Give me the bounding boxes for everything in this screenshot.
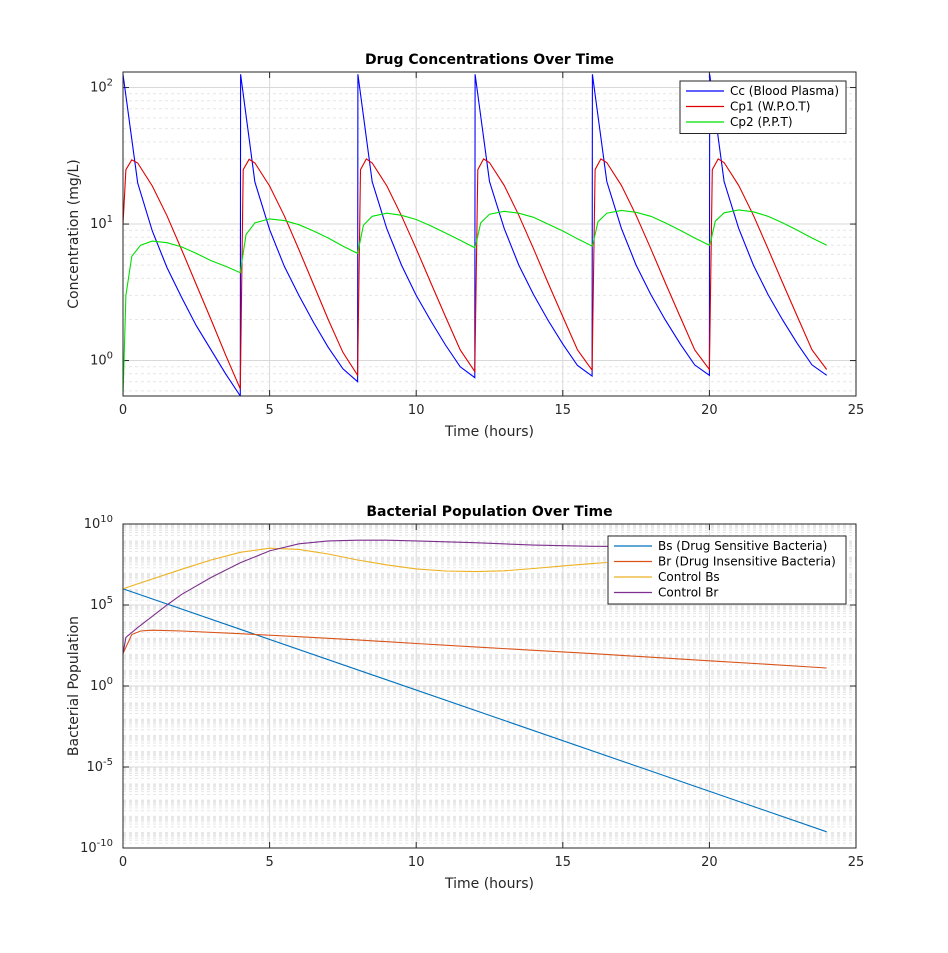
legend: Bs (Drug Sensitive Bacteria) Br (Drug Ins… bbox=[607, 535, 847, 605]
x-tick-label: 15 bbox=[555, 403, 572, 418]
x-tick-label: 20 bbox=[701, 855, 718, 870]
series-line-0 bbox=[123, 74, 828, 396]
y-tick-label: 1010 bbox=[84, 514, 113, 532]
x-tick-label: 0 bbox=[119, 403, 127, 418]
x-tick-label: 20 bbox=[701, 403, 718, 418]
x-tick-label: 25 bbox=[848, 855, 865, 870]
y-axis-label: Concentration (mg/L) bbox=[66, 159, 82, 308]
series-line-1 bbox=[123, 158, 828, 390]
y-tick-label: 10-10 bbox=[80, 838, 113, 856]
y-tick-label: 101 bbox=[90, 214, 113, 232]
axes-box bbox=[122, 523, 857, 849]
x-axis-label: Time (hours) bbox=[444, 876, 534, 892]
y-tick-label: 10-5 bbox=[86, 757, 113, 775]
x-axis-label: Time (hours) bbox=[444, 424, 534, 440]
series-line-2 bbox=[123, 547, 607, 590]
x-tick-label: 5 bbox=[265, 403, 273, 418]
x-tick-label: 10 bbox=[408, 855, 425, 870]
y-tick-label: 100 bbox=[90, 676, 113, 694]
bacterial-population-chart: 10-10 10-5 100 105 1010 0 5 10 15 20 25 Bacterial P… bbox=[66, 504, 864, 892]
legend-label: Bs (Drug Sensitive Bacteria) bbox=[658, 539, 827, 553]
chart-title: Drug Concentrations Over Time bbox=[365, 52, 614, 68]
y-tick-label: 100 bbox=[90, 351, 113, 369]
y-tick-label: 105 bbox=[90, 595, 113, 613]
x-tick-label: 25 bbox=[848, 403, 865, 418]
y-axis-label: Bacterial Population bbox=[66, 616, 82, 756]
legend-label: Control Bs bbox=[658, 570, 720, 584]
legend-label: Br (Drug Insensitive Bacteria) bbox=[658, 555, 836, 569]
x-tick-label: 10 bbox=[408, 403, 425, 418]
x-tick-label: 5 bbox=[265, 855, 273, 870]
x-tick-label: 15 bbox=[555, 855, 572, 870]
chart-title: Bacterial Population Over Time bbox=[366, 504, 612, 520]
legend-label: Cp2 (P.P.T) bbox=[730, 115, 793, 129]
legend-label: Cp1 (W.P.O.T) bbox=[730, 100, 810, 114]
axes-box bbox=[122, 71, 857, 397]
series-line-0 bbox=[123, 588, 827, 833]
series-line-2 bbox=[123, 209, 827, 396]
legend: Cc (Blood Plasma) Cp1 (W.P.O.T)Cp2 (P.P.T… bbox=[679, 80, 847, 134]
concentration-chart: 100 101 102 0 5 10 15 20 25 Drug Concentrations O… bbox=[66, 52, 864, 440]
x-tick-label: 0 bbox=[119, 855, 127, 870]
legend-box bbox=[679, 80, 847, 134]
legend-label: Cc (Blood Plasma) bbox=[730, 84, 839, 98]
y-tick-label: 102 bbox=[90, 78, 113, 96]
series-line-1 bbox=[123, 629, 827, 669]
legend-label: Control Br bbox=[658, 586, 718, 600]
